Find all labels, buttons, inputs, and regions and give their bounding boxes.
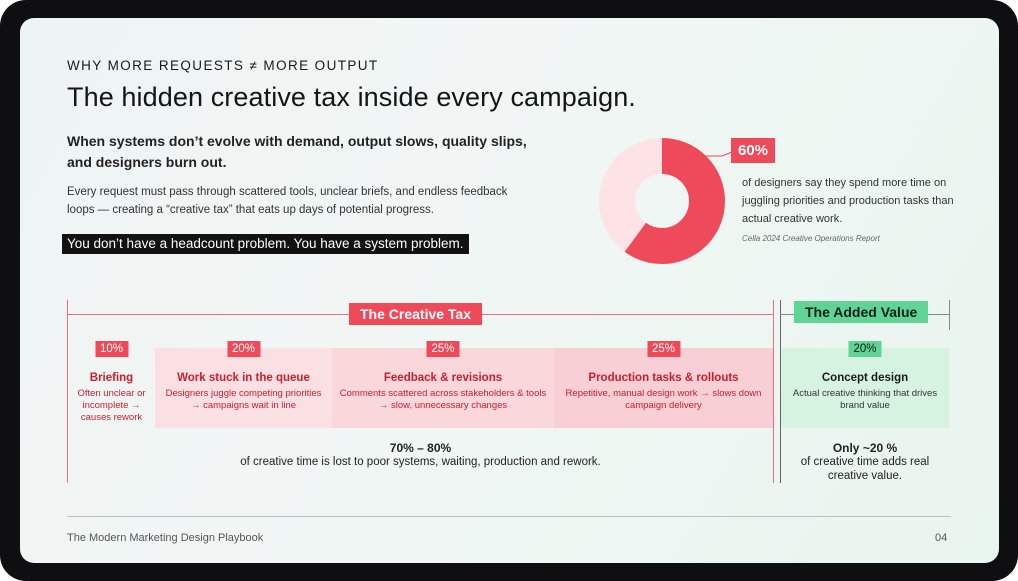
value-summary-value: Only ~20 % [832, 441, 898, 455]
stat-badge: 60% [731, 138, 776, 163]
column-percent: 25% [426, 341, 460, 357]
column-percent: 20% [848, 341, 882, 357]
column-percent: 10% [94, 341, 129, 357]
callout: You don’t have a headcount problem. You … [62, 234, 469, 254]
column-heading: Work stuck in the queue [177, 372, 310, 384]
column-feedback: 25% Feedback & revisions Comments scatte… [332, 341, 554, 428]
column-heading: Feedback & revisions [383, 372, 503, 384]
section-divider-tax [773, 300, 774, 483]
page-title: The hidden creative tax inside every cam… [67, 82, 636, 112]
donut-filled-segment [599, 138, 725, 264]
tax-summary-text: of creative time is lost to poor systems… [240, 456, 601, 468]
section-divider-value [780, 300, 781, 483]
value-summary-text: of creative time adds real creative valu… [800, 456, 930, 482]
tax-summary: 70% – 80% of creative time is lost to po… [68, 441, 773, 469]
column-percent: 20% [226, 341, 261, 357]
column-percent: 25% [646, 341, 681, 357]
page-number: 04 [935, 532, 948, 544]
column-description: Repetitive, manual design work → slows d… [565, 388, 762, 411]
column-heading: Concept design [821, 372, 909, 384]
added-value-label: The Added Value [794, 301, 929, 323]
column-heading: Briefing [89, 372, 134, 384]
body-text: Every request must pass through scattere… [67, 186, 508, 216]
footer-title: The Modern Marketing Design Playbook [67, 532, 264, 544]
column-heading: Production tasks & rollouts [588, 372, 739, 384]
value-bracket-right [949, 300, 950, 330]
tax-bracket-left [67, 300, 68, 483]
value-summary: Only ~20 % of creative time adds real cr… [781, 441, 949, 483]
donut-chart [599, 138, 725, 264]
column-concept: 20% Concept design Actual creative think… [781, 341, 949, 428]
stat-connector [704, 151, 733, 157]
column-description: Actual creative thinking that drives bra… [792, 388, 938, 411]
column-description: Comments scattered across stakeholders &… [339, 388, 547, 411]
stat-source: Cella 2024 Creative Operations Report [742, 234, 880, 243]
column-production: 25% Production tasks & rollouts Repetiti… [554, 341, 773, 428]
stat-text: of designers say they spend more time on… [742, 177, 954, 225]
tax-summary-value: 70% – 80% [389, 441, 452, 455]
lead-text: When systems don’t evolve with demand, o… [67, 133, 527, 170]
column-briefing: 10% Briefing Often unclear or incomplete… [68, 341, 155, 428]
column-description: Often unclear or incomplete → causes rew… [77, 388, 146, 423]
kicker: WHY MORE REQUESTS ≠ MORE OUTPUT [67, 58, 379, 73]
slide: WHY MORE REQUESTS ≠ MORE OUTPUT The hidd… [20, 18, 999, 563]
creative-tax-label: The Creative Tax [349, 303, 483, 325]
column-queue: 20% Work stuck in the queue Designers ju… [155, 341, 332, 428]
footer-divider [67, 516, 951, 517]
column-description: Designers juggle competing priorities → … [165, 388, 322, 411]
